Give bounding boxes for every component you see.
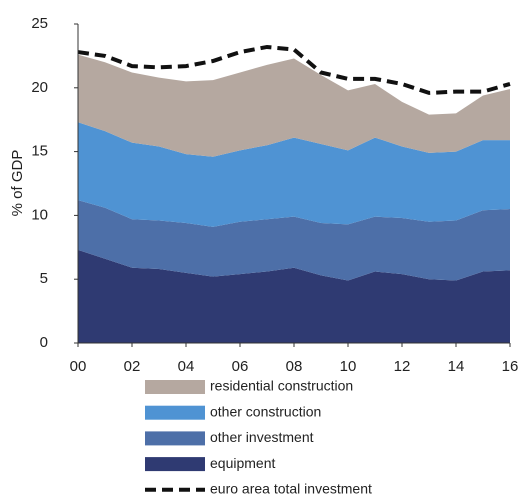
legend-swatch (145, 380, 205, 394)
x-tick-label: 04 (178, 358, 195, 375)
y-tick-label: 15 (31, 143, 48, 160)
legend-label: other construction (210, 403, 321, 419)
total-line (77, 44, 511, 95)
area (78, 122, 510, 227)
legend-label: residential construction (210, 378, 353, 394)
x-tick-label: 00 (70, 358, 87, 375)
x-tick-label: 12 (394, 358, 411, 375)
area (78, 200, 510, 281)
legend-label: other investment (210, 429, 314, 445)
y-tick-label: 10 (31, 206, 48, 223)
y-tick-label: 20 (31, 79, 48, 96)
legend-swatch (145, 431, 205, 446)
y-tick-label: 0 (40, 334, 48, 351)
x-tick-label: 08 (286, 358, 303, 375)
legend-swatch (145, 405, 205, 420)
x-tick-label: 10 (340, 358, 357, 375)
x-tick-label: 06 (232, 358, 249, 375)
y-tick-label: 25 (31, 15, 48, 32)
x-tick-label: 14 (448, 358, 465, 375)
legend: residential construction other constructi… (145, 378, 372, 497)
legend-label: equipment (210, 455, 275, 471)
area (78, 249, 510, 343)
legend-label: euro area total investment (210, 481, 372, 497)
y-axis-title: % of GDP (9, 150, 26, 217)
y-tick-label: 5 (40, 270, 48, 287)
x-tick-label: 16 (502, 358, 519, 375)
x-tick-label: 02 (124, 358, 141, 375)
area (78, 54, 510, 157)
legend-swatch (145, 457, 205, 472)
